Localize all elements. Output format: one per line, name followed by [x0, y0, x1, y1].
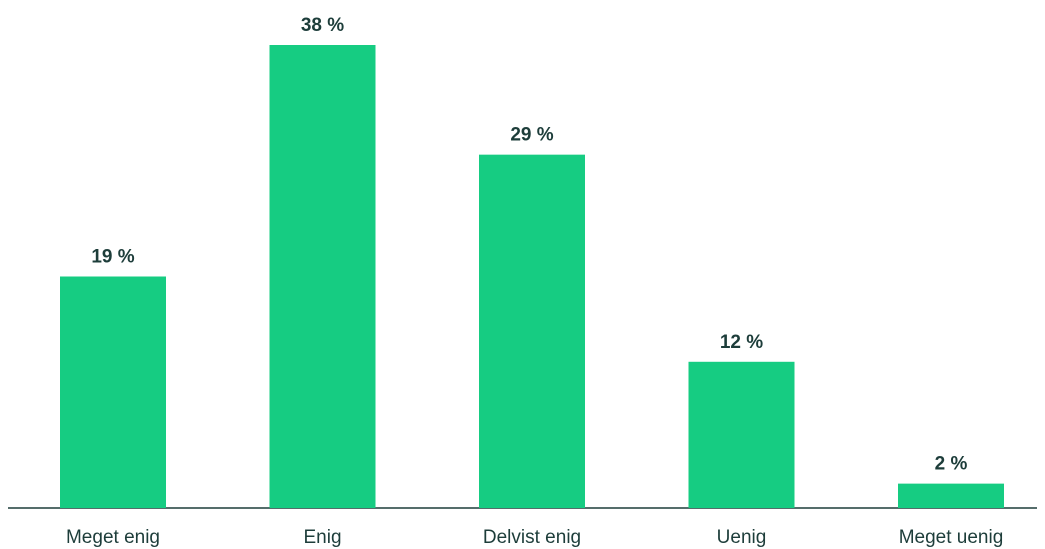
data-label-2: 29 % [510, 125, 553, 146]
value-labels-group: 19 % 38 % 29 % 12 % 2 % [91, 15, 967, 475]
bars-group [60, 45, 1004, 508]
bar-4 [898, 483, 1004, 508]
category-label-4: Meget uenig [899, 527, 1004, 548]
bar-0 [60, 276, 166, 508]
data-label-4: 2 % [935, 454, 968, 475]
bar-1 [269, 45, 376, 508]
data-label-1: 38 % [301, 15, 344, 36]
bar-2 [479, 154, 585, 508]
data-label-3: 12 % [720, 332, 763, 353]
category-label-2: Delvist enig [483, 527, 581, 548]
category-label-1: Enig [303, 527, 341, 548]
category-labels-group: Meget enig Enig Delvist enig Uenig Meget uen… [66, 527, 1003, 548]
category-label-3: Uenig [717, 527, 767, 548]
data-label-0: 19 % [91, 247, 134, 268]
category-label-0: Meget enig [66, 527, 160, 548]
bar-3 [688, 361, 795, 508]
